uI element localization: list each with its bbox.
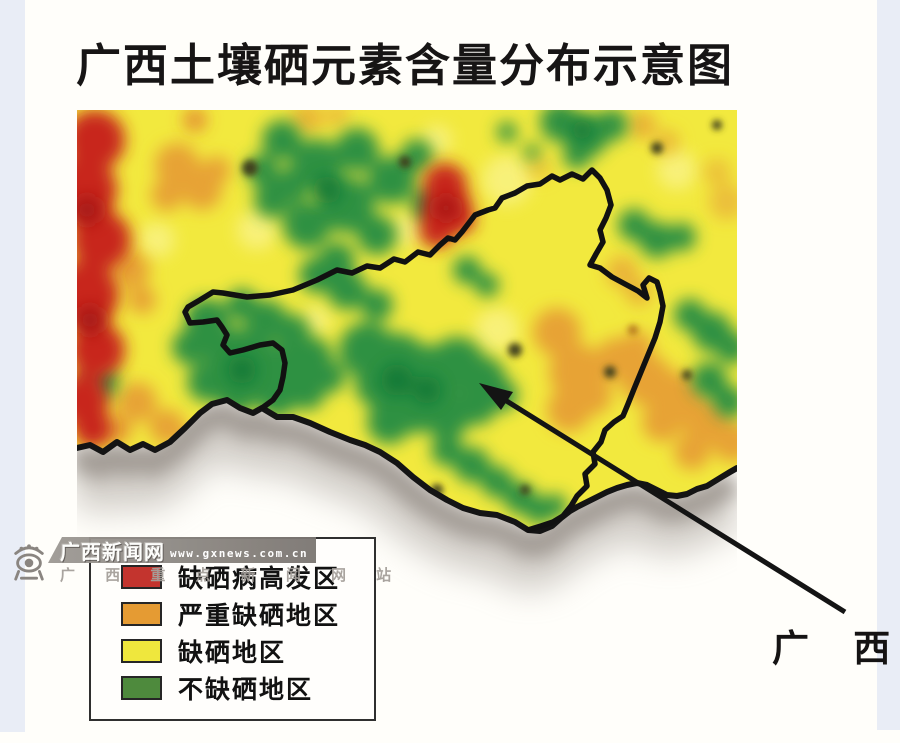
legend-label: 不缺硒地区 — [178, 676, 314, 704]
legend-item-no-deficiency: 不缺硒地区 — [121, 675, 374, 704]
left-margin-strip — [0, 0, 25, 732]
legend-item-high-incidence: 缺硒病高发区 — [121, 564, 374, 593]
legend-label: 严重缺硒地区 — [178, 602, 341, 630]
legend-item-deficiency: 缺硒地区 — [121, 638, 374, 667]
right-margin-strip — [877, 0, 900, 730]
legend-swatch-yellow — [121, 639, 162, 663]
legend-swatch-red — [121, 565, 162, 589]
legend-item-severe-deficiency: 严重缺硒地区 — [121, 601, 374, 630]
legend-label: 缺硒病高发区 — [178, 565, 341, 593]
legend-swatch-green — [121, 676, 162, 700]
page-title: 广西土壤硒元素含量分布示意图 — [76, 40, 735, 91]
legend-label: 缺硒地区 — [178, 639, 287, 667]
gxnews-site-url: www.gxnews.com.cn — [170, 547, 309, 560]
region-label-guangxi: 广 西 — [772, 628, 900, 669]
legend-swatch-orange — [121, 602, 162, 626]
gxnews-logo-icon — [14, 544, 44, 581]
gxnews-tagline: 广 西 重 点 新 闻 网 站 — [60, 567, 405, 584]
gxnews-site-name: 广西新闻网 — [60, 541, 165, 564]
gxnews-banner: 广西新闻网 www.gxnews.com.cn — [48, 537, 317, 564]
